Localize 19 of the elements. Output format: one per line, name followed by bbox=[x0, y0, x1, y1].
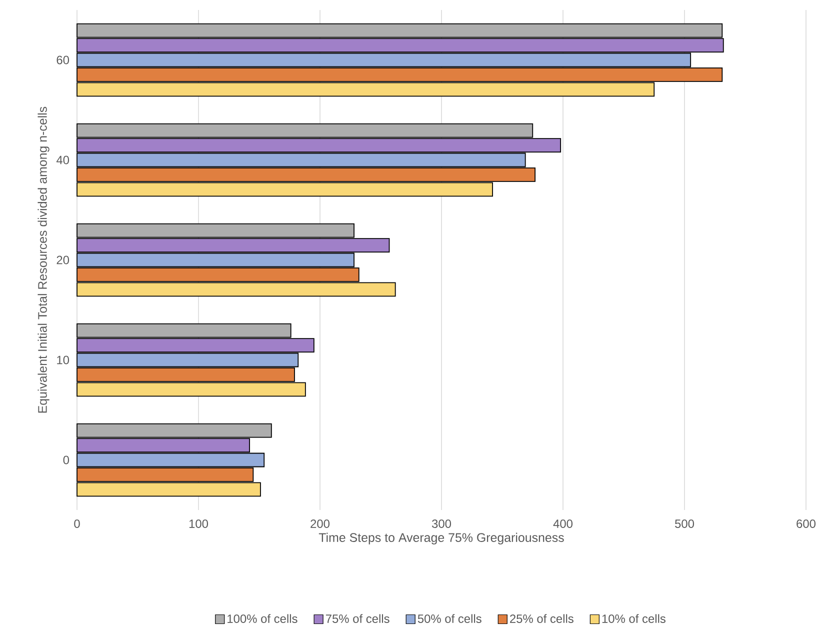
y-tick-label: 40 bbox=[56, 156, 70, 164]
x-tick-label: 400 bbox=[553, 520, 573, 528]
legend-label: 10% of cells bbox=[602, 614, 666, 623]
legend-label: 75% of cells bbox=[326, 614, 390, 623]
y-tick-label: 0 bbox=[63, 456, 70, 464]
x-tick-label: 500 bbox=[675, 520, 694, 528]
x-tick-label: 0 bbox=[74, 520, 80, 528]
y-tick-label: 60 bbox=[56, 56, 70, 64]
x-tick-label: 300 bbox=[432, 520, 452, 528]
x-tick-label: 600 bbox=[796, 520, 816, 528]
legend-label: 25% of cells bbox=[510, 614, 574, 623]
y-tick-label: 10 bbox=[57, 356, 70, 364]
x-tick-label: 100 bbox=[189, 520, 208, 528]
x-axis-title: Time Steps to Average 75% Gregariousness bbox=[318, 532, 564, 544]
y-tick-label: 20 bbox=[56, 256, 70, 264]
x-tick-label: 200 bbox=[310, 520, 330, 528]
y-axis-title: Equivalent Initial Total Resources divided among n-cells bbox=[38, 106, 50, 413]
legend-label: 100% of cells bbox=[228, 614, 298, 623]
legend-label: 50% of cells bbox=[418, 614, 482, 623]
